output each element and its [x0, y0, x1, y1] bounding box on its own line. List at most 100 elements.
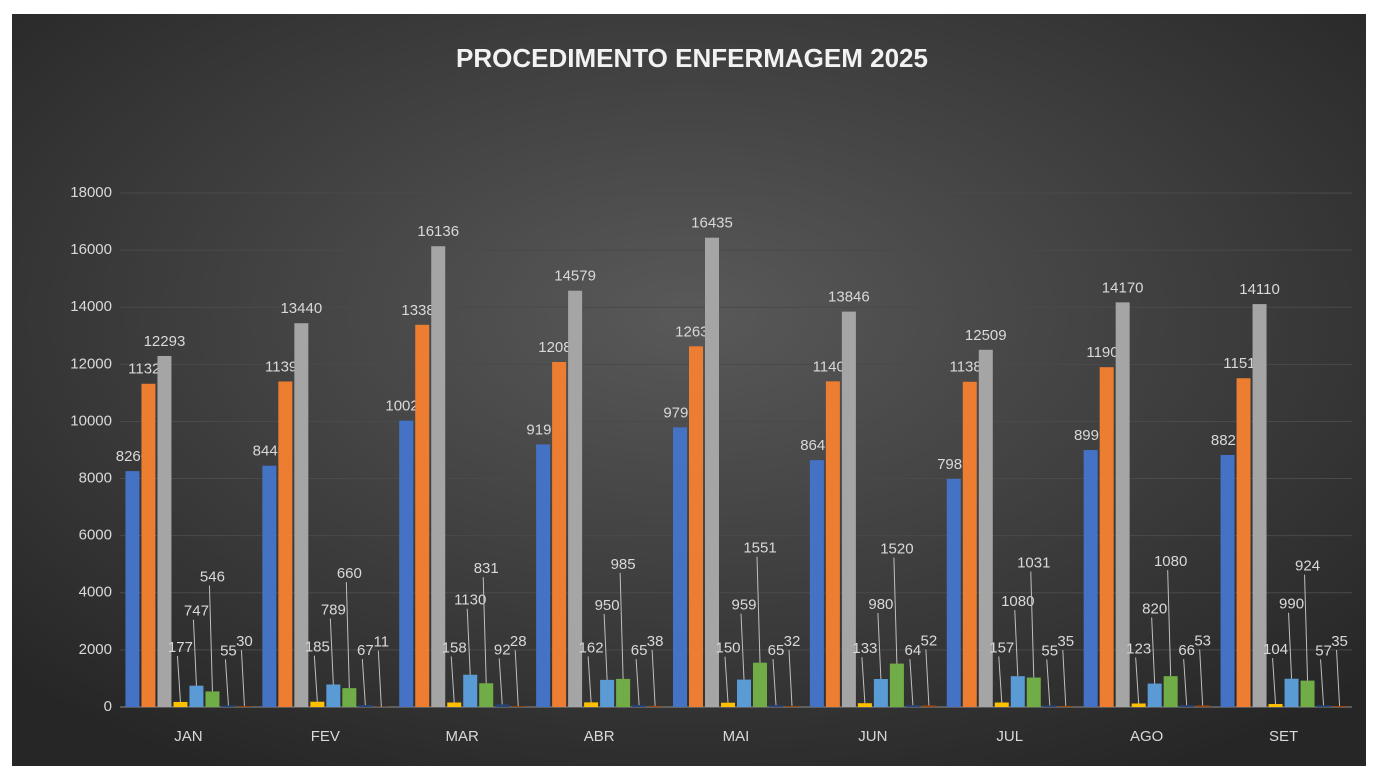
- data-label: 158: [442, 639, 467, 656]
- bar: [905, 705, 920, 707]
- data-label: 8645: [800, 437, 833, 454]
- leader-line: [1062, 649, 1067, 707]
- data-label: 64: [905, 642, 922, 659]
- x-tick-label: JUL: [996, 728, 1023, 745]
- data-label: 104: [1263, 641, 1288, 658]
- data-label: 820: [1142, 601, 1167, 618]
- data-label: 38: [647, 633, 664, 650]
- y-tick-label: 18000: [70, 184, 112, 201]
- bar: [1236, 378, 1251, 707]
- leader-line: [329, 618, 334, 685]
- bar: [648, 705, 663, 707]
- y-tick-label: 14000: [70, 298, 112, 315]
- bar: [141, 383, 156, 707]
- bar: [415, 324, 430, 707]
- bar: [399, 420, 414, 707]
- leader-line: [619, 572, 624, 679]
- bar: [1042, 705, 1057, 707]
- bar: [705, 237, 719, 707]
- x-tick-label: ABR: [584, 728, 615, 745]
- data-label: 35: [1057, 633, 1074, 650]
- data-label: 55: [220, 642, 237, 659]
- data-label: 55: [1041, 642, 1058, 659]
- leader-line: [466, 608, 471, 675]
- data-label: 950: [595, 597, 620, 614]
- data-label: 14170: [1102, 279, 1144, 296]
- bar: [1332, 706, 1347, 707]
- bar: [431, 246, 446, 708]
- data-label: 789: [321, 601, 346, 618]
- bar: [358, 705, 373, 707]
- bar: [262, 465, 277, 707]
- data-label: 162: [579, 639, 604, 656]
- leader-line: [450, 656, 455, 703]
- data-label: 8826: [1211, 432, 1244, 449]
- data-label: 157: [989, 639, 1014, 656]
- bar: [857, 703, 872, 707]
- bar: [1058, 706, 1073, 707]
- bar: [495, 704, 510, 707]
- leader-line: [1288, 612, 1293, 679]
- data-label: 28: [510, 633, 527, 650]
- bar: [809, 460, 824, 707]
- leader-line: [1336, 649, 1341, 707]
- data-label: 924: [1295, 558, 1320, 575]
- bar: [157, 355, 172, 707]
- data-label: 9195: [526, 421, 559, 438]
- bar: [785, 706, 799, 707]
- bar: [825, 381, 840, 707]
- data-label: 16435: [691, 215, 733, 232]
- data-label: 546: [200, 568, 225, 585]
- bar: [479, 683, 494, 707]
- bar: [1179, 705, 1194, 707]
- bar: [326, 684, 341, 707]
- y-tick-label: 0: [104, 698, 112, 715]
- data-label: 123: [1126, 640, 1151, 657]
- x-tick-label: SET: [1269, 728, 1298, 745]
- data-label: 980: [868, 596, 893, 613]
- data-label: 185: [305, 639, 330, 656]
- y-tick-label: 6000: [79, 527, 112, 544]
- bar: [1268, 704, 1283, 707]
- leader-line: [635, 659, 640, 706]
- y-tick-label: 2000: [79, 641, 112, 658]
- leader-line: [1304, 574, 1309, 681]
- data-label: 1551: [743, 540, 776, 557]
- bar: [1220, 454, 1235, 707]
- chart-title: PROCEDIMENTO ENFERMAGEM 2025: [456, 43, 928, 73]
- data-label: 67: [357, 642, 374, 659]
- bar: [1099, 367, 1114, 707]
- data-label: 7989: [937, 456, 970, 473]
- bar: [1195, 705, 1210, 707]
- leader-line: [756, 556, 761, 663]
- bar: [189, 685, 204, 707]
- data-label: 65: [768, 642, 785, 659]
- data-label: 53: [1194, 632, 1211, 649]
- leader-line: [208, 585, 213, 692]
- data-label: 990: [1279, 596, 1304, 613]
- data-label: 1520: [880, 541, 913, 558]
- leader-line: [1199, 649, 1204, 706]
- bar: [205, 691, 220, 707]
- bar: [889, 663, 904, 707]
- data-label: 747: [184, 603, 209, 620]
- data-label: 831: [474, 560, 499, 577]
- bar: [173, 701, 188, 707]
- leader-line: [1046, 659, 1051, 706]
- data-label: 35: [1331, 633, 1348, 650]
- leader-line: [240, 650, 245, 707]
- data-label: 133: [852, 640, 877, 657]
- y-tick-label: 8000: [79, 470, 112, 487]
- bar: [753, 662, 767, 707]
- leader-line: [772, 659, 777, 706]
- leader-line: [1014, 610, 1019, 677]
- data-label: 1130: [454, 592, 486, 609]
- leader-line: [498, 658, 503, 705]
- leader-line: [893, 557, 898, 664]
- bar: [946, 478, 961, 707]
- bar: [463, 674, 478, 707]
- y-tick-label: 16000: [70, 241, 112, 258]
- bar: [673, 427, 687, 707]
- data-label: 177: [168, 639, 193, 656]
